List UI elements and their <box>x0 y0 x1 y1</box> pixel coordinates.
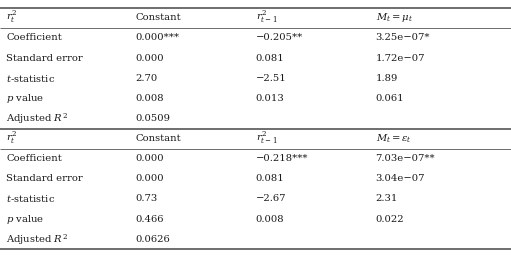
Text: 0.000***: 0.000*** <box>135 33 179 42</box>
Text: 0.73: 0.73 <box>135 195 158 204</box>
Text: −0.218***: −0.218*** <box>256 154 308 163</box>
Text: −2.67: −2.67 <box>256 195 286 204</box>
Text: $t$-statistic: $t$-statistic <box>6 73 55 84</box>
Text: Coefficient: Coefficient <box>6 33 62 42</box>
Text: 1.89: 1.89 <box>376 74 398 83</box>
Text: 0.081: 0.081 <box>256 174 284 183</box>
Text: 7.03e−07**: 7.03e−07** <box>376 154 435 163</box>
Text: 0.061: 0.061 <box>376 94 404 103</box>
Text: 0.000: 0.000 <box>135 154 164 163</box>
Text: $M_t = \mu_t$: $M_t = \mu_t$ <box>376 11 412 24</box>
Text: 0.081: 0.081 <box>256 53 284 62</box>
Text: $r_{t-1}^2$: $r_{t-1}^2$ <box>256 10 277 25</box>
Text: $p$ value: $p$ value <box>6 92 44 105</box>
Text: −2.51: −2.51 <box>256 74 286 83</box>
Text: Adjusted $R^2$: Adjusted $R^2$ <box>6 111 68 126</box>
Text: $M_t = \varepsilon_t$: $M_t = \varepsilon_t$ <box>376 132 411 145</box>
Text: −0.205**: −0.205** <box>256 33 303 42</box>
Text: Adjusted $R^2$: Adjusted $R^2$ <box>6 232 68 246</box>
Text: 2.70: 2.70 <box>135 74 158 83</box>
Text: Constant: Constant <box>135 13 181 22</box>
Text: 0.000: 0.000 <box>135 174 164 183</box>
Text: 0.013: 0.013 <box>256 94 284 103</box>
Text: 0.008: 0.008 <box>256 215 284 224</box>
Text: 2.31: 2.31 <box>376 195 398 204</box>
Text: 0.0626: 0.0626 <box>135 235 170 244</box>
Text: $r_{t-1}^2$: $r_{t-1}^2$ <box>256 131 277 146</box>
Text: 0.008: 0.008 <box>135 94 164 103</box>
Text: Standard error: Standard error <box>6 53 83 62</box>
Text: 0.466: 0.466 <box>135 215 164 224</box>
Text: 0.022: 0.022 <box>376 215 404 224</box>
Text: $p$ value: $p$ value <box>6 213 44 226</box>
Text: 3.04e−07: 3.04e−07 <box>376 174 425 183</box>
Text: $r_t^2$: $r_t^2$ <box>6 131 17 146</box>
Text: Coefficient: Coefficient <box>6 154 62 163</box>
Text: Standard error: Standard error <box>6 174 83 183</box>
Text: $r_t^2$: $r_t^2$ <box>6 10 17 25</box>
Text: 1.72e−07: 1.72e−07 <box>376 53 425 62</box>
Text: Constant: Constant <box>135 134 181 143</box>
Text: 3.25e−07*: 3.25e−07* <box>376 33 430 42</box>
Text: 0.000: 0.000 <box>135 53 164 62</box>
Text: $t$-statistic: $t$-statistic <box>6 194 55 205</box>
Text: 0.0509: 0.0509 <box>135 114 170 123</box>
